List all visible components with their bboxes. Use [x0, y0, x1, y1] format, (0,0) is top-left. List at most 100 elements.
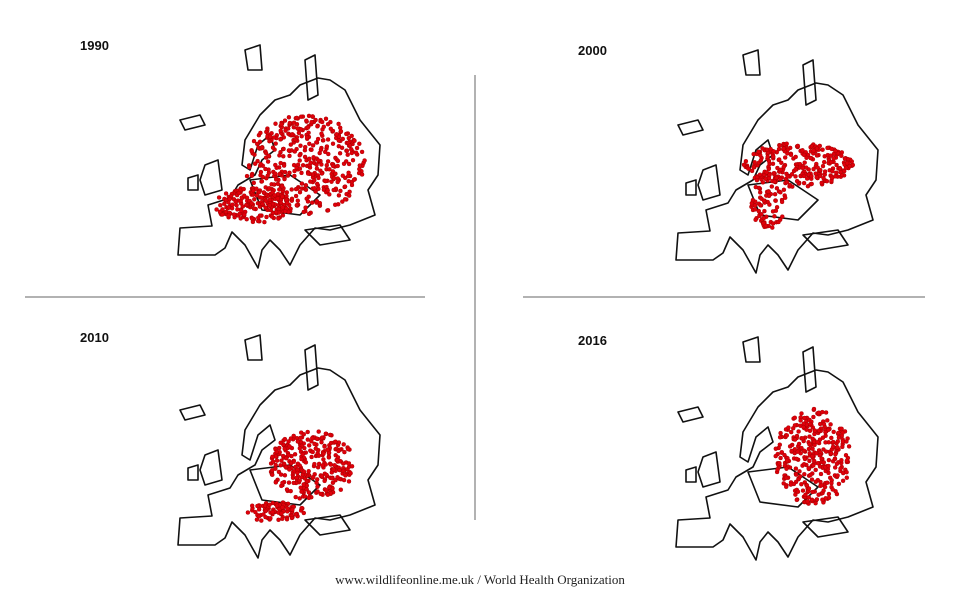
occurrence-dot [771, 170, 777, 176]
occurrence-dot [335, 158, 341, 164]
occurrence-dot [305, 199, 311, 204]
occurrence-dot [828, 422, 833, 427]
occurrence-dot [297, 158, 302, 163]
occurrence-dot [249, 503, 255, 508]
occurrence-dot [830, 487, 835, 492]
occurrence-dot [784, 179, 790, 185]
occurrence-dot [294, 115, 299, 121]
occurrence-dot [278, 128, 283, 133]
occurrence-dot [284, 190, 289, 195]
occurrence-dot [297, 446, 302, 451]
occurrence-dot [804, 155, 809, 161]
occurrence-dot [315, 136, 321, 142]
map-panel [177, 334, 381, 559]
occurrence-dot [752, 207, 758, 212]
occurrence-dot [754, 177, 760, 183]
occurrence-dot [835, 473, 840, 478]
occurrence-dot [774, 204, 780, 210]
occurrence-dot [804, 483, 810, 488]
occurrence-dot [299, 489, 304, 494]
occurrence-dot [818, 471, 824, 477]
occurrence-dot [291, 433, 296, 439]
occurrence-dot [820, 163, 826, 169]
occurrence-dot [279, 122, 284, 127]
occurrence-dot [263, 198, 269, 204]
occurrence-dot [333, 171, 338, 176]
occurrence-dot [323, 178, 328, 184]
occurrence-dot [335, 475, 340, 480]
occurrence-dot [319, 435, 325, 440]
occurrence-dot [339, 145, 345, 151]
occurrence-dot [347, 193, 352, 198]
occurrence-dot [824, 178, 830, 184]
occurrence-dot [226, 213, 231, 218]
occurrence-dot [293, 494, 298, 500]
occurrence-dot [283, 464, 289, 470]
occurrence-dot [310, 435, 315, 441]
occurrence-dot [302, 494, 308, 499]
occurrence-dot [802, 456, 808, 462]
occurrence-dot [794, 178, 800, 184]
occurrence-dot [312, 441, 317, 447]
occurrence-dot [770, 209, 776, 214]
occurrence-dot [263, 150, 269, 156]
occurrence-dot [331, 187, 336, 193]
occurrence-dot [250, 219, 256, 225]
occurrence-dot [266, 153, 271, 159]
occurrence-dot [286, 439, 291, 444]
occurrence-dot [256, 514, 262, 519]
map-panel [675, 49, 879, 274]
occurrence-dot [309, 147, 314, 153]
occurrence-dot [344, 131, 349, 137]
occurrence-dot [347, 143, 353, 148]
occurrence-dot [743, 158, 749, 164]
occurrence-dot [843, 452, 849, 458]
occurrence-dot [315, 124, 320, 129]
occurrence-dot [350, 157, 356, 163]
occurrence-dot [270, 145, 276, 150]
occurrence-dot [294, 121, 300, 127]
occurrence-dot [840, 444, 845, 450]
occurrence-dot [284, 517, 290, 522]
occurrence-dot [286, 452, 291, 458]
occurrence-dot [787, 444, 793, 449]
occurrence-dot [823, 410, 829, 415]
occurrence-dot [335, 163, 340, 169]
occurrence-dot [792, 437, 798, 442]
occurrence-dot [286, 480, 292, 485]
occurrence-dot [333, 202, 338, 208]
occurrence-dot [777, 143, 782, 148]
occurrence-dot [806, 486, 812, 491]
occurrence-dot [265, 173, 270, 179]
occurrence-dot [798, 474, 803, 479]
occurrence-dot [305, 429, 310, 435]
occurrence-dot [295, 198, 300, 203]
occurrence-dot [844, 439, 849, 444]
panel-label: 1990 [80, 38, 109, 53]
occurrence-dot [808, 472, 813, 478]
occurrence-dot [823, 440, 828, 445]
occurrence-dot [318, 491, 323, 497]
occurrence-dot [815, 439, 820, 445]
occurrence-dot [821, 175, 826, 181]
occurrence-dot [837, 166, 843, 171]
occurrence-dot [819, 180, 824, 186]
occurrence-dot [783, 195, 788, 201]
occurrence-dot [315, 477, 320, 482]
occurrence-dot [802, 160, 807, 165]
occurrence-dot [338, 487, 343, 492]
occurrence-dot [815, 165, 820, 170]
occurrence-dot [308, 160, 313, 165]
occurrence-dot [239, 208, 244, 213]
occurrence-dot [336, 448, 341, 454]
occurrence-dot [773, 446, 778, 451]
occurrence-dot [810, 446, 815, 452]
occurrence-dot [251, 206, 257, 211]
occurrence-dot [772, 179, 777, 184]
occurrence-dot [338, 125, 343, 131]
occurrence-dot [299, 133, 304, 139]
occurrence-dot [764, 147, 770, 153]
occurrence-dot [311, 155, 316, 160]
credit: www.wildlifeonline.me.uk / World Health … [335, 572, 625, 587]
occurrence-dot [833, 465, 838, 470]
